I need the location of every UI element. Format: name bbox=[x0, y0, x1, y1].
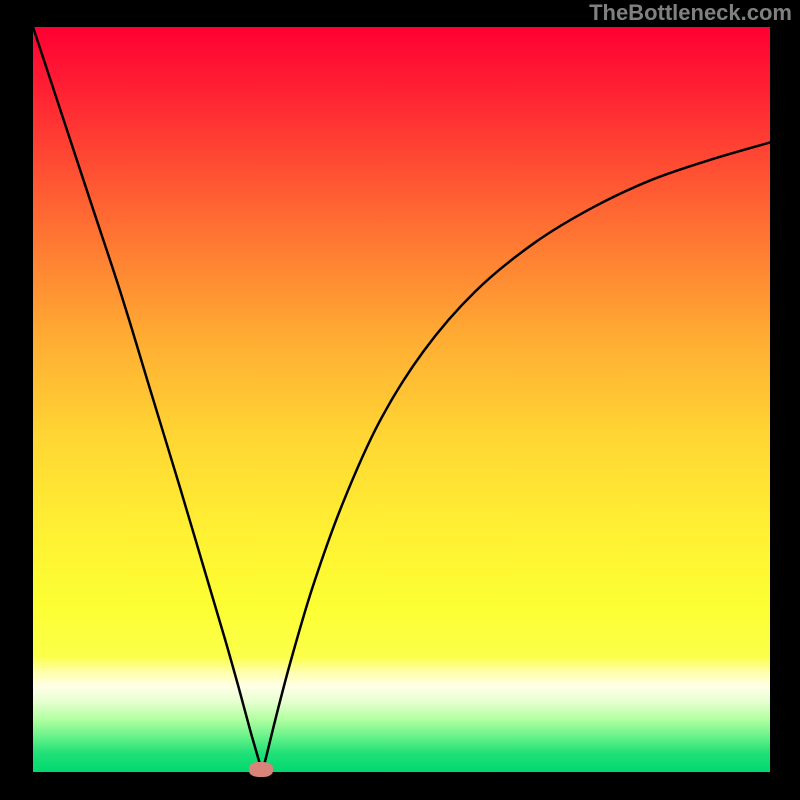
watermark-text: TheBottleneck.com bbox=[589, 0, 792, 26]
plot-area bbox=[33, 27, 770, 772]
chart-container: TheBottleneck.com bbox=[0, 0, 800, 800]
bottleneck-curve bbox=[33, 27, 770, 772]
minimum-marker bbox=[249, 762, 273, 777]
